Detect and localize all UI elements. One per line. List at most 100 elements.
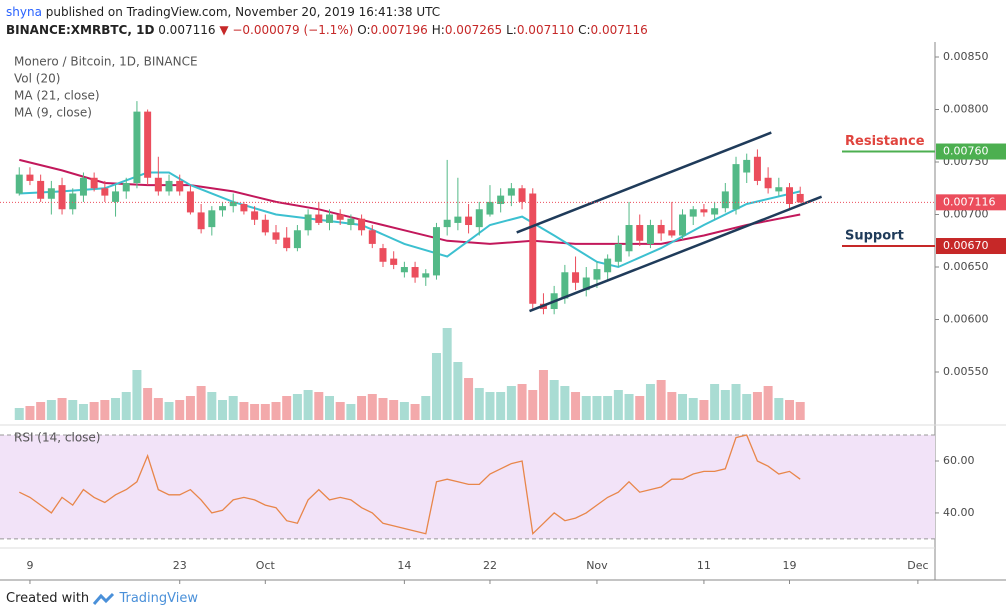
ohlc-key: H:: [431, 23, 445, 37]
ohlc-key: L:: [506, 23, 517, 37]
candle-body: [90, 177, 98, 189]
volume-bar: [538, 370, 548, 420]
volume-bar: [196, 386, 206, 420]
volume-bar: [474, 388, 484, 420]
volume-bar: [36, 402, 46, 420]
y-tick-label: 0.00850: [943, 50, 989, 63]
volume-bar: [324, 396, 334, 420]
candle-body: [347, 218, 355, 226]
volume-bar: [431, 353, 441, 420]
y-tick-label: 0.00650: [943, 260, 989, 273]
candle-body: [315, 214, 323, 223]
candle-body: [679, 214, 687, 236]
rsi-y-tick-label: 60.00: [943, 454, 975, 467]
candle-body: [197, 212, 205, 230]
candle-body: [732, 164, 740, 210]
legend-entry: MA (21, close): [14, 89, 100, 103]
level-name: Resistance: [845, 134, 925, 149]
candle-body: [529, 193, 537, 304]
trend-line: [516, 131, 772, 234]
y-tick-label: 0.00800: [943, 103, 989, 116]
volume-bar: [100, 400, 110, 420]
footer: Created with TradingView: [6, 591, 198, 606]
volume-bar: [528, 390, 538, 420]
created: Created with: [6, 591, 90, 606]
candle-body: [689, 209, 697, 217]
candle-body: [636, 225, 644, 241]
volume-bar: [635, 396, 645, 420]
candle-body: [379, 248, 387, 262]
volume-bar: [239, 402, 249, 420]
candle-body: [165, 180, 173, 192]
candle-body: [572, 272, 580, 283]
candle-body: [283, 237, 291, 249]
candle-body: [358, 218, 366, 231]
candle-body: [368, 230, 376, 244]
ohlc-value: 0.007196: [370, 23, 428, 37]
ohlc-value: 0.007110: [516, 23, 575, 37]
candle-body: [400, 267, 408, 273]
last-price-label: 0.007116: [943, 195, 996, 208]
level-tag-label: 0.00670: [943, 239, 989, 252]
y-tick-label: 0.00550: [943, 365, 989, 378]
last-price-tag: [936, 194, 1006, 211]
volume-bar: [688, 398, 698, 420]
candle-body: [390, 258, 398, 265]
candle-body: [593, 269, 601, 280]
volume-bar: [720, 390, 730, 420]
candle-body: [144, 111, 152, 178]
rsi-y-tick-label: 40.00: [943, 506, 975, 519]
author: shyna: [6, 5, 42, 19]
main-pane: [14, 101, 805, 420]
candle-body: [561, 272, 569, 299]
candle-body: [154, 177, 162, 192]
candle-body: [240, 204, 248, 212]
volume-bar: [613, 390, 623, 420]
candle-body: [37, 180, 45, 199]
candle-body: [700, 209, 708, 213]
volume-bar: [506, 386, 516, 420]
candle-body: [293, 230, 301, 249]
volume-bar: [453, 362, 463, 420]
x-tick-label: Oct: [256, 559, 276, 572]
x-tick-label: 22: [483, 559, 497, 572]
volume-bar: [731, 384, 741, 420]
symbol: BINANCE:XMRBTC, 1D: [6, 23, 155, 37]
volume-bar: [549, 380, 559, 420]
volume-bar: [207, 392, 217, 420]
symbol-line: BINANCE:XMRBTC, 1D 0.007116 ▼ −0.000079 …: [6, 23, 652, 37]
volume-bar: [282, 396, 292, 420]
candle-body: [112, 191, 120, 202]
candle-body: [518, 188, 526, 202]
level-tag: [936, 238, 1006, 255]
volume-bar: [399, 402, 409, 420]
candle-body: [229, 201, 237, 207]
volume-bar: [603, 396, 613, 420]
candle-body: [422, 273, 430, 278]
candle-body: [604, 258, 612, 273]
candle-body: [208, 210, 216, 228]
volume-bar: [774, 398, 784, 420]
candle-body: [133, 111, 141, 184]
candle-body: [486, 201, 494, 215]
ohlc-key: C:: [578, 23, 591, 37]
volume-bar: [303, 390, 313, 420]
volume-bar: [581, 396, 591, 420]
candle-body: [465, 216, 473, 226]
level-tag: [936, 143, 1006, 160]
candle-body: [58, 185, 66, 210]
rsi-band: [0, 435, 935, 539]
candle-body: [272, 232, 280, 240]
legend-entry: Monero / Bitcoin, 1D, BINANCE: [14, 55, 198, 69]
volume-bar: [485, 392, 495, 420]
candle-body: [764, 177, 772, 189]
volume-bar: [442, 328, 452, 420]
candle-body: [219, 206, 227, 211]
volume-bar: [25, 406, 35, 420]
candle-body: [775, 187, 783, 192]
volume-bar: [78, 404, 88, 420]
volume-bar: [271, 402, 281, 420]
volume-bar: [795, 402, 805, 420]
ohlc-value: 0.007265: [444, 23, 503, 37]
volume-bar: [560, 386, 570, 420]
